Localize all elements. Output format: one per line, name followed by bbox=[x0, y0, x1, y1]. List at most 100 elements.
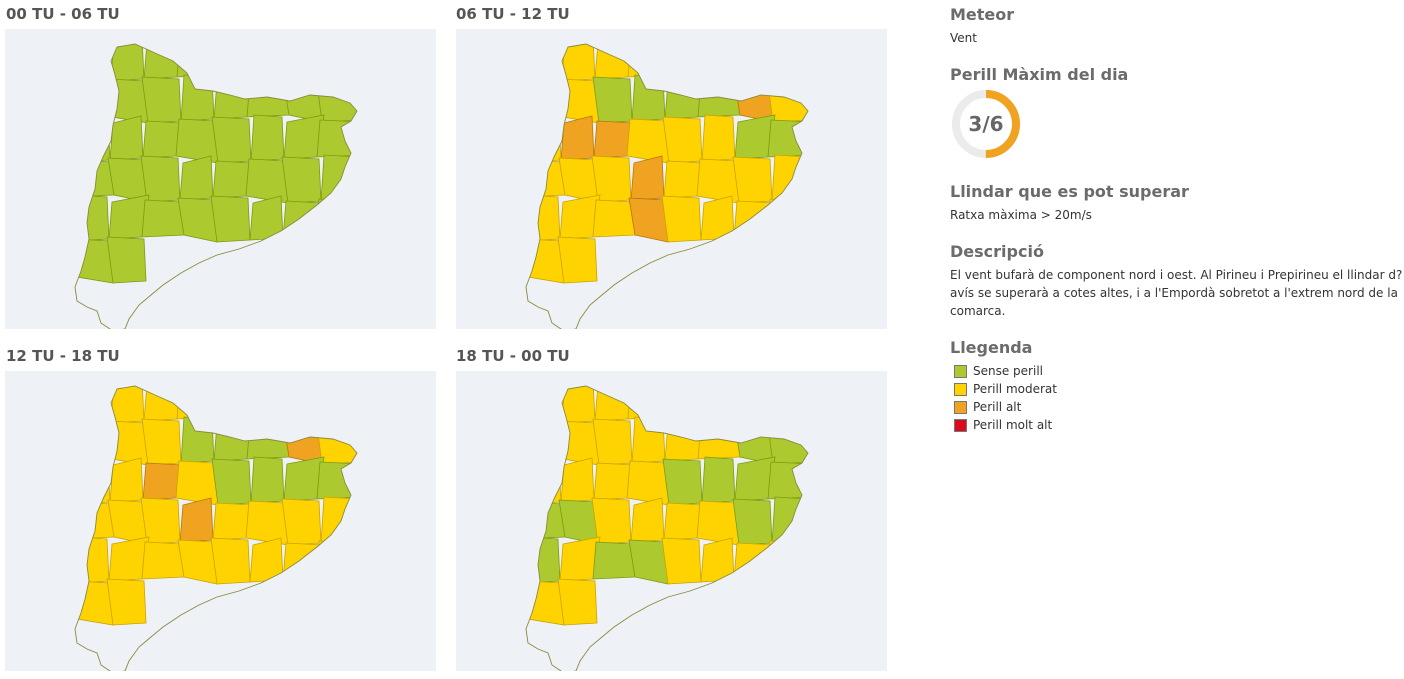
comarca-region[interactable] bbox=[732, 156, 773, 204]
comarca-region[interactable] bbox=[767, 119, 815, 158]
comarca-region[interactable] bbox=[630, 155, 665, 201]
comarca-region[interactable] bbox=[141, 418, 182, 466]
comarca-region[interactable] bbox=[523, 379, 563, 426]
comarca-region[interactable] bbox=[735, 36, 770, 81]
comarca-region[interactable] bbox=[663, 380, 704, 425]
comarca-region[interactable] bbox=[627, 40, 671, 78]
comarca-region[interactable] bbox=[110, 377, 145, 424]
comarca-region[interactable] bbox=[245, 500, 289, 546]
comarca-region[interactable] bbox=[75, 194, 110, 242]
comarca-region[interactable] bbox=[631, 74, 666, 122]
comarca-region[interactable] bbox=[284, 36, 319, 81]
comarca-region[interactable] bbox=[180, 416, 215, 464]
comarca-region[interactable] bbox=[73, 422, 114, 461]
map-panel-3[interactable] bbox=[456, 371, 887, 671]
catalonia-map[interactable] bbox=[5, 371, 436, 671]
comarca-region[interactable] bbox=[662, 458, 703, 506]
comarca-region[interactable] bbox=[522, 238, 565, 284]
comarca-region[interactable] bbox=[141, 199, 185, 238]
map-panel-2[interactable] bbox=[5, 371, 436, 671]
comarca-region[interactable] bbox=[733, 200, 775, 239]
comarca-region[interactable] bbox=[212, 380, 253, 425]
comarca-region[interactable] bbox=[732, 498, 773, 546]
comarca-region[interactable] bbox=[210, 537, 251, 585]
comarca-region[interactable] bbox=[315, 198, 363, 244]
comarca-region[interactable] bbox=[141, 76, 182, 124]
comarca-region[interactable] bbox=[315, 540, 363, 586]
comarca-region[interactable] bbox=[176, 382, 220, 420]
comarca-region[interactable] bbox=[282, 542, 324, 581]
comarca-region[interactable] bbox=[71, 238, 114, 284]
map-panel-0[interactable] bbox=[5, 29, 436, 329]
comarca-region[interactable] bbox=[592, 541, 636, 580]
comarca-region[interactable] bbox=[700, 195, 735, 241]
comarca-region[interactable] bbox=[524, 422, 565, 461]
comarca-region[interactable] bbox=[735, 378, 770, 423]
comarca-region[interactable] bbox=[661, 537, 702, 585]
comarca-region[interactable] bbox=[282, 200, 324, 239]
comarca-region[interactable] bbox=[696, 36, 737, 83]
comarca-region[interactable] bbox=[284, 378, 319, 423]
comarca-region[interactable] bbox=[662, 116, 703, 164]
comarca-region[interactable] bbox=[592, 199, 636, 238]
comarca-region[interactable] bbox=[105, 420, 149, 466]
comarca-region[interactable] bbox=[317, 41, 363, 79]
comarca-region[interactable] bbox=[106, 236, 147, 284]
comarca-region[interactable] bbox=[320, 154, 359, 202]
comarca-region[interactable] bbox=[316, 461, 364, 500]
comarca-region[interactable] bbox=[245, 378, 286, 425]
comarca-region[interactable] bbox=[592, 418, 633, 466]
comarca-region[interactable] bbox=[663, 38, 704, 83]
comarca-region[interactable] bbox=[701, 456, 736, 504]
comarca-region[interactable] bbox=[320, 496, 359, 544]
comarca-region[interactable] bbox=[75, 536, 110, 584]
comarca-region[interactable] bbox=[281, 498, 322, 546]
comarca-region[interactable] bbox=[212, 38, 253, 83]
comarca-region[interactable] bbox=[523, 37, 563, 84]
comarca-region[interactable] bbox=[733, 542, 775, 581]
comarca-region[interactable] bbox=[72, 37, 112, 84]
comarca-region[interactable] bbox=[626, 118, 670, 164]
comarca-region[interactable] bbox=[176, 40, 220, 78]
comarca-region[interactable] bbox=[211, 458, 252, 506]
comarca-region[interactable] bbox=[700, 537, 735, 583]
comarca-region[interactable] bbox=[210, 195, 251, 243]
comarca-region[interactable] bbox=[249, 195, 284, 241]
comarca-region[interactable] bbox=[141, 541, 185, 580]
comarca-region[interactable] bbox=[696, 500, 740, 546]
comarca-region[interactable] bbox=[557, 578, 598, 626]
comarca-region[interactable] bbox=[106, 578, 147, 626]
comarca-region[interactable] bbox=[72, 379, 112, 426]
comarca-region[interactable] bbox=[523, 501, 566, 540]
map-panel-1[interactable] bbox=[456, 29, 887, 329]
comarca-region[interactable] bbox=[179, 497, 214, 543]
comarca-region[interactable] bbox=[179, 155, 214, 201]
comarca-region[interactable] bbox=[526, 194, 561, 242]
comarca-region[interactable] bbox=[250, 114, 285, 162]
comarca-region[interactable] bbox=[661, 195, 702, 243]
comarca-region[interactable] bbox=[767, 461, 815, 500]
comarca-region[interactable] bbox=[768, 41, 814, 79]
comarca-region[interactable] bbox=[561, 377, 596, 424]
comarca-region[interactable] bbox=[72, 501, 115, 540]
comarca-region[interactable] bbox=[245, 36, 286, 83]
comarca-region[interactable] bbox=[696, 378, 737, 425]
comarca-region[interactable] bbox=[768, 383, 814, 421]
comarca-region[interactable] bbox=[766, 540, 814, 586]
comarca-region[interactable] bbox=[522, 580, 565, 626]
comarca-region[interactable] bbox=[110, 35, 145, 82]
comarca-region[interactable] bbox=[105, 78, 149, 124]
comarca-region[interactable] bbox=[592, 76, 633, 124]
comarca-region[interactable] bbox=[73, 80, 114, 119]
comarca-region[interactable] bbox=[71, 580, 114, 626]
comarca-region[interactable] bbox=[526, 536, 561, 584]
comarca-region[interactable] bbox=[524, 80, 565, 119]
comarca-region[interactable] bbox=[771, 154, 810, 202]
comarca-region[interactable] bbox=[175, 118, 219, 164]
catalonia-map[interactable] bbox=[5, 29, 436, 329]
comarca-region[interactable] bbox=[766, 198, 814, 244]
comarca-region[interactable] bbox=[701, 114, 736, 162]
comarca-region[interactable] bbox=[317, 383, 363, 421]
comarca-region[interactable] bbox=[175, 460, 219, 506]
comarca-region[interactable] bbox=[245, 158, 289, 204]
